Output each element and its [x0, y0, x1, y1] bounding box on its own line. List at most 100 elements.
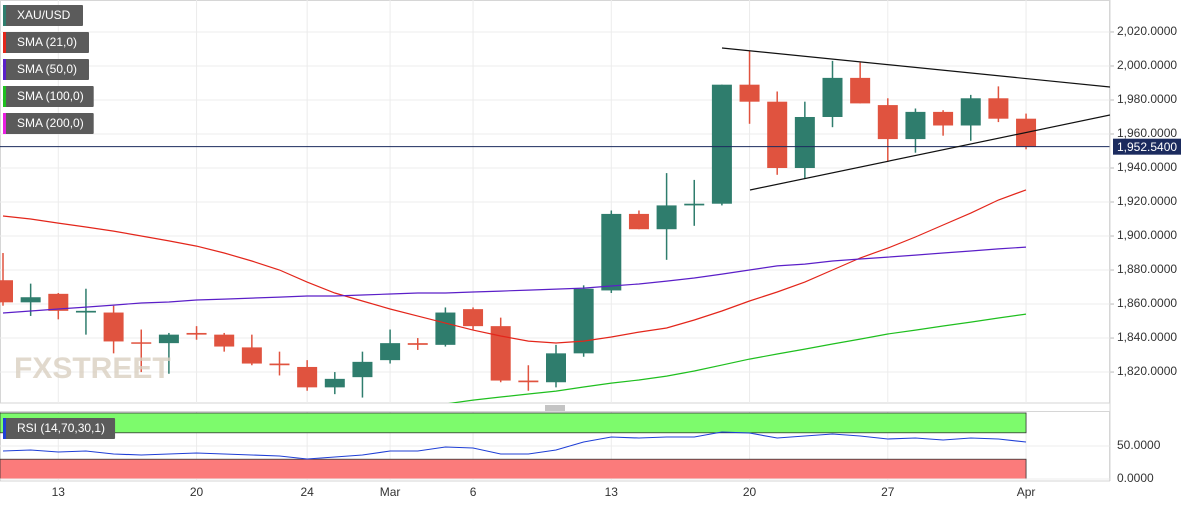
watermark: FXSTREET	[14, 352, 171, 385]
x-tick-label: 27	[881, 485, 895, 499]
legend-swatch	[3, 418, 6, 439]
candle-body	[767, 101, 788, 169]
last-price-box	[1113, 138, 1181, 155]
trendlines	[721, 47, 1110, 191]
candle-body	[822, 77, 843, 117]
legend-swatch	[3, 32, 6, 53]
y-tick-label: 1,920.0000	[1117, 194, 1177, 208]
candle-body	[158, 334, 179, 344]
legend-label: SMA (200,0)	[17, 116, 84, 130]
candle-body	[463, 309, 484, 327]
candle-body	[214, 334, 235, 347]
legend-item: XAU/USD	[3, 5, 83, 26]
legend-box	[3, 5, 83, 26]
candle-body	[352, 361, 373, 378]
x-tick-label: 20	[190, 485, 204, 499]
legend-swatch	[3, 113, 6, 134]
candle-body	[711, 84, 732, 204]
candle-body	[103, 312, 124, 342]
y-tick-label: 2,020.0000	[1117, 24, 1177, 38]
y-tick-label: 0.0000	[1117, 471, 1154, 485]
candle-body	[960, 98, 981, 126]
candle-body	[241, 347, 262, 364]
candle-body	[75, 310, 96, 313]
candle-body	[601, 213, 622, 291]
legend-item: SMA (100,0)	[3, 86, 94, 107]
y-tick-label: 1,960.0000	[1117, 126, 1177, 140]
legend-box	[3, 418, 116, 439]
legend-box	[3, 59, 89, 80]
last-price-label: 1,952.5400	[1117, 140, 1177, 154]
x-tick-label: 6	[470, 485, 477, 499]
candle-body	[297, 366, 318, 388]
y-tick-label: 50.0000	[1117, 438, 1161, 452]
candle-body	[628, 213, 649, 230]
legend-item: SMA (21,0)	[3, 32, 89, 53]
candle-body	[518, 380, 539, 383]
y-tick-label: 1,820.0000	[1117, 364, 1177, 378]
overlay-layer: 13 20 24 Mar 6 13 20 27 Apr 1,820.0000 1,840.0000 1…	[3, 5, 1181, 499]
y-tick-label: 1,980.0000	[1117, 92, 1177, 106]
sma-line	[448, 313, 1027, 403]
trendline	[721, 47, 1110, 88]
legend-label: RSI (14,70,30,1)	[17, 421, 105, 435]
candle-body	[131, 342, 152, 344]
candle-body	[380, 343, 401, 361]
legend-box	[3, 32, 89, 53]
candle-body	[684, 203, 705, 206]
sma-line	[2, 246, 1027, 314]
legend-swatch	[3, 59, 6, 80]
legend-label: SMA (21,0)	[17, 35, 77, 49]
x-tick-label: Apr	[1017, 485, 1036, 499]
x-tick-label: 13	[52, 485, 66, 499]
x-tick-label: 13	[605, 485, 619, 499]
legend-label: XAU/USD	[17, 8, 71, 22]
legend-swatch	[3, 5, 6, 26]
candle-body	[573, 288, 594, 354]
candle-body	[739, 84, 760, 102]
candle-body	[850, 77, 871, 104]
legend-label: SMA (100,0)	[17, 89, 84, 103]
candle-body	[656, 205, 677, 230]
legend-label: SMA (50,0)	[17, 62, 77, 76]
candle-body	[0, 280, 13, 303]
legend-item: SMA (50,0)	[3, 59, 89, 80]
candle-body	[324, 378, 345, 388]
y-tick-label: 1,940.0000	[1117, 160, 1177, 174]
rsi-band	[0, 458, 1027, 480]
candle-body	[435, 312, 456, 345]
y-tick-label: 1,860.0000	[1117, 296, 1177, 310]
candle-body	[48, 293, 69, 311]
candle-body	[407, 343, 428, 345]
candle-body	[933, 111, 954, 126]
panel-resize-handle[interactable]	[545, 405, 565, 411]
rsi-band	[0, 412, 1027, 434]
candle-body	[490, 326, 511, 381]
candle-body	[905, 111, 926, 140]
legend-box	[3, 113, 94, 134]
candle-body	[546, 353, 566, 383]
legend-box	[3, 86, 94, 107]
x-tick-label: Mar	[380, 485, 401, 499]
candle-body	[186, 332, 207, 335]
rsi-line	[2, 431, 1027, 460]
y-tick-label: 2,000.0000	[1117, 58, 1177, 72]
y-tick-label: 1,900.0000	[1117, 228, 1177, 242]
candle-body	[20, 297, 41, 303]
legend-item: RSI (14,70,30,1)	[3, 418, 116, 439]
candle-body	[988, 98, 1009, 119]
sma-line	[2, 189, 1027, 344]
candle-body	[269, 363, 290, 366]
y-tick-label: 1,880.0000	[1117, 262, 1177, 276]
y-tick-label: 1,840.0000	[1117, 330, 1177, 344]
candle-body	[794, 116, 815, 169]
plot-layer	[0, 0, 1114, 481]
legend-swatch	[3, 86, 6, 107]
trendline	[749, 114, 1110, 191]
candle-body	[877, 105, 898, 140]
x-tick-label: 24	[300, 485, 314, 499]
legend-item: SMA (200,0)	[3, 113, 94, 134]
x-tick-label: 20	[743, 485, 757, 499]
